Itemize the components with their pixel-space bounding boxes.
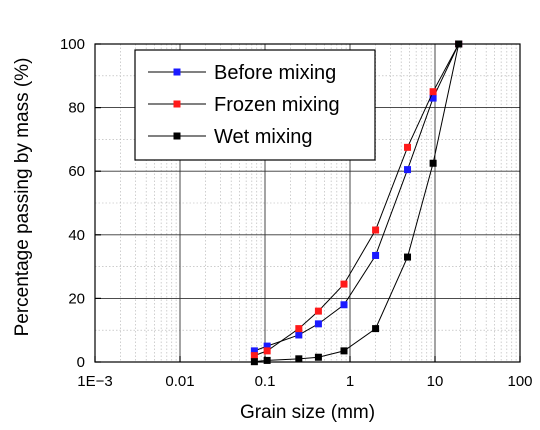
data-point-frozen-mixing xyxy=(429,88,437,96)
legend-marker-wet-mixing xyxy=(173,132,181,140)
data-point-before-mixing xyxy=(372,251,380,259)
x-tick-label: 10 xyxy=(427,373,444,390)
legend: Before mixing Frozen mixing Wet mixing xyxy=(134,49,376,161)
data-point-wet-mixing xyxy=(404,253,412,261)
data-point-before-mixing xyxy=(404,166,412,174)
x-axis-label: Grain size (mm) xyxy=(240,402,375,423)
data-point-before-mixing xyxy=(295,331,303,339)
x-tick-label: 1 xyxy=(346,373,354,390)
y-tick-label: 80 xyxy=(68,100,85,117)
legend-label-wet-mixing: Wet mixing xyxy=(214,126,313,148)
y-tick-label: 60 xyxy=(68,163,85,180)
data-point-before-mixing xyxy=(314,320,322,328)
plot-frame xyxy=(94,43,521,363)
data-point-frozen-mixing xyxy=(314,307,322,315)
y-tick-label: 40 xyxy=(68,227,85,244)
legend-marker-frozen-mixing xyxy=(173,100,181,108)
data-point-frozen-mixing xyxy=(372,226,380,234)
data-point-wet-mixing xyxy=(295,355,303,363)
legend-entry-wet-mixing: Wet mixing xyxy=(148,126,313,148)
data-point-frozen-mixing xyxy=(295,325,303,333)
data-point-wet-mixing xyxy=(263,356,271,364)
x-tick-label: 1E−3 xyxy=(77,373,112,390)
data-point-frozen-mixing xyxy=(340,280,348,288)
data-point-before-mixing xyxy=(250,347,258,355)
legend-entry-frozen-mixing: Frozen mixing xyxy=(148,94,340,116)
x-tick-label: 0.1 xyxy=(255,373,276,390)
x-tick-label: 0.01 xyxy=(165,373,194,390)
data-point-wet-mixing xyxy=(372,325,380,333)
y-tick-label: 100 xyxy=(60,36,85,53)
data-point-before-mixing xyxy=(263,342,271,350)
data-point-frozen-mixing xyxy=(263,347,271,355)
data-point-wet-mixing xyxy=(314,353,322,361)
data-point-before-mixing xyxy=(340,301,348,309)
legend-label-before-mixing: Before mixing xyxy=(214,62,336,84)
legend-marker-before-mixing xyxy=(173,68,181,76)
legend-entry-before-mixing: Before mixing xyxy=(148,62,336,84)
data-point-frozen-mixing xyxy=(404,143,412,151)
data-point-before-mixing xyxy=(429,94,437,102)
axis-ticks: 1E−3 0.01 0.1 1 10 100 0 20 40 60 80 100 xyxy=(60,36,533,390)
y-tick-label: 0 xyxy=(77,354,85,371)
data-point-wet-mixing xyxy=(340,347,348,355)
data-point-wet-mixing xyxy=(429,159,437,167)
y-axis-label: Percentage passing by mass (%) xyxy=(12,58,33,337)
y-tick-label: 20 xyxy=(68,290,85,307)
legend-label-frozen-mixing: Frozen mixing xyxy=(214,94,340,116)
x-tick-label: 100 xyxy=(507,373,532,390)
data-point-frozen-mixing xyxy=(250,352,258,360)
